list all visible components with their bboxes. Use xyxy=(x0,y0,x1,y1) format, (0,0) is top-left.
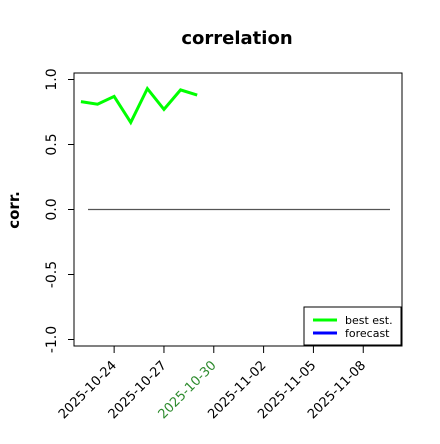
y-tick-label: -1.0 xyxy=(44,326,60,353)
plot-area: -1.0-0.50.00.51.02025-10-242025-10-27202… xyxy=(44,68,403,422)
y-tick-label: -0.5 xyxy=(44,261,60,288)
legend: best est.forecast xyxy=(303,306,402,346)
legend-label: best est. xyxy=(345,314,393,327)
legend-box xyxy=(303,306,402,346)
series-line-best-est xyxy=(80,85,198,126)
y-axis-label: corr. xyxy=(5,191,23,229)
y-tick-label: 0.0 xyxy=(44,198,60,220)
legend-label: forecast xyxy=(345,327,390,340)
chart-title: correlation xyxy=(181,28,292,49)
y-tick-label: 1.0 xyxy=(44,68,60,90)
y-tick-label: 0.5 xyxy=(44,133,60,155)
